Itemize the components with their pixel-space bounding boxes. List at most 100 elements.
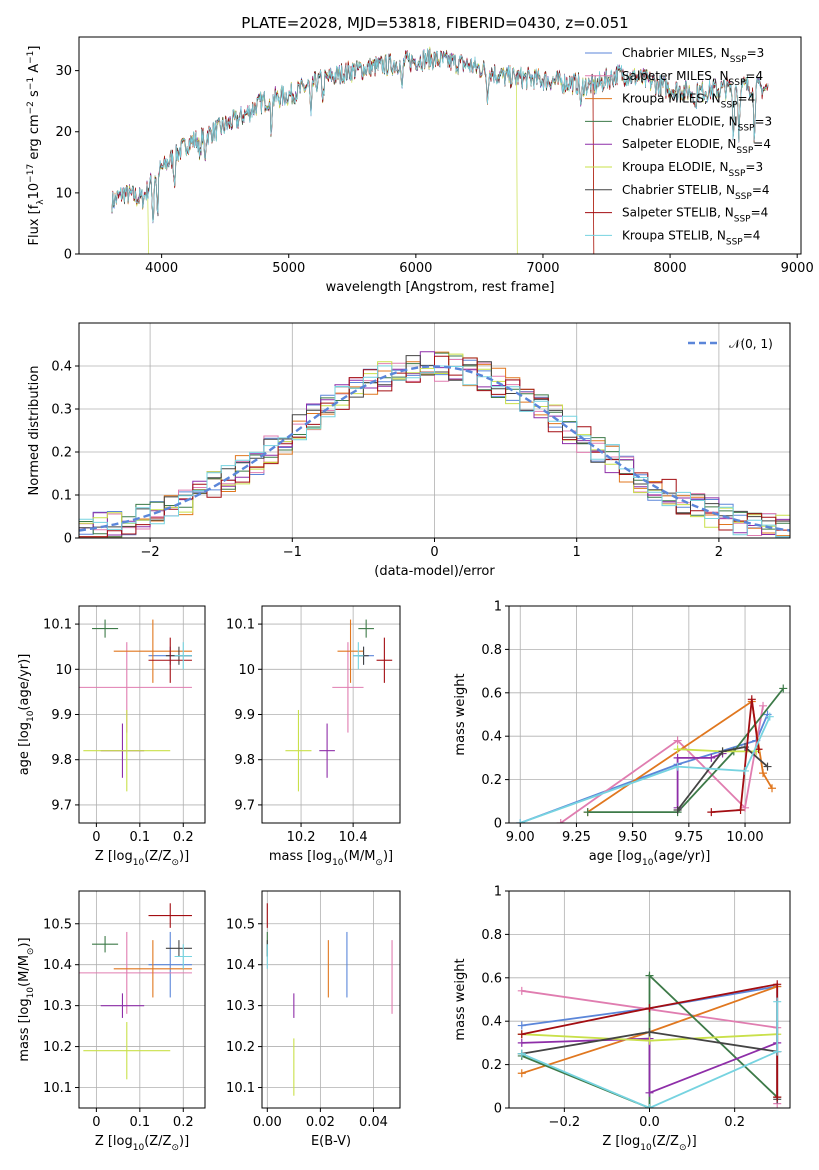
label-part: −1 [26,51,36,64]
y-tick-label: 10.2 [226,1040,255,1055]
mass_vs_ebv-frame: 0.00 0.02 0.04 10.1 10.2 10.3 10.4 10.5 E(B-V) [226,890,401,1149]
y-tick-label: 0.6 [481,686,502,701]
y-tick-label: 1 [494,885,502,900]
label-part: SSP [721,101,738,111]
y-tick-label: 10.3 [43,999,72,1014]
legend-label: Chabrier ELODIE, NSSP=3 [622,114,772,133]
weight-marker [773,997,782,1006]
x-tick-label: 0.2 [724,1115,745,1130]
weight-line [676,752,723,808]
mass_vs_Z-frame: 0 0.1 0.210.110.210.310.410.5Z [log10(Z/Z⊙… [17,890,206,1153]
x-tick-label: 10.00 [726,830,763,845]
weight-marker [673,762,682,771]
weight-marker [673,753,682,762]
legend-label: Chabrier MILES, NSSP=3 [622,46,764,65]
weight-marker [517,1049,526,1058]
label-part: Chabrier MILES, N [622,46,730,60]
y-tick-label: 10.4 [43,958,72,973]
label-part: ⊙ [171,1143,179,1153]
errorbar-salpeter-stelib [148,637,192,683]
label-part: (age/yr)] [17,654,32,711]
label-part: (M/M [344,849,376,864]
weight-marker [759,701,768,710]
y-tick-label: 9.9 [51,708,72,723]
x-tick-label: −1 [283,545,302,560]
y-tick-label: 0 [494,817,502,832]
y-tick-label: 0.8 [481,643,502,658]
label-part: )] [687,1134,697,1149]
weight-marker [645,971,654,980]
weight-marker [773,1047,782,1056]
label-part: −1 [26,77,36,90]
x-tick-label: 9.50 [618,830,647,845]
label-part: Z [log [95,1134,133,1149]
label-part: SSP [735,192,752,202]
y-tick-label: 0.3 [51,403,72,418]
y-tick-label: 30 [55,64,72,79]
x-tick-label: 2 [715,545,723,560]
x-tick-label: 10.2 [287,830,316,845]
weight-marker [517,1030,526,1039]
weight_vs_age-axes: 9.00 9.25 9.50 9.75 10.00 0 0.2 0.4 0.6 0.8 1 age [… [453,600,791,868]
mass_vs_Z-plot-area [79,903,192,1080]
label-part: =4 [751,206,769,220]
label-part: age [log [589,849,642,864]
weight-line [587,687,785,813]
errorbar-salpeter-miles [332,642,364,733]
y-tick-label: 0.2 [481,1058,502,1073]
weight-marker [516,819,525,823]
label-part: (Z/Z [652,1134,679,1149]
label-part: SSP [729,169,746,179]
label-part: SSP [734,215,751,225]
y-axis-label: Normed distribution [27,366,42,496]
y-axis-label: mass weight [453,673,468,755]
label-part: λ [36,199,46,205]
y-tick-label: 0.4 [481,730,502,745]
weight-marker [517,1038,526,1047]
weight-marker [747,695,756,704]
y-tick-label: 10.2 [43,1040,72,1055]
y-tick-label: 9.9 [234,708,255,723]
x-axis-label: E(B-V) [311,1134,351,1149]
x-axis-label: Z [log10(Z/Z⊙)] [95,849,189,868]
residual_hist-frame: −2 −1 0 1 2 0 0.1 0.2 0.3 0.4 (data-model)/error No… [27,322,791,579]
y-tick-label: 0 [494,1102,502,1117]
y-tick-label: 10.1 [226,618,255,633]
mass_vs_ebv-axes: 0.00 0.02 0.04 10.1 10.2 10.3 10.4 10.5 E(B-V) [226,890,401,1149]
legend-label: Chabrier STELIB, NSSP=4 [622,183,770,202]
weight-marker [773,1093,782,1102]
label-part: SSP [730,55,747,65]
y-tick-label: 9.8 [234,753,255,768]
weight-marker [673,736,682,745]
label-part: Kroupa ELODIE, N [622,160,729,174]
y-tick-label: 1 [494,600,502,615]
y-tick-label: 0.4 [51,360,72,375]
label-part: )] [179,849,189,864]
label-part: =4 [745,69,763,83]
weight-series-kroupa-stelib [517,997,782,1108]
spectrum-title: PLATE=2028, MJD=53818, FIBERID=0430, z=0… [241,14,628,32]
x-tick-label: 6000 [399,261,432,276]
y-axis-label: mass weight [453,958,468,1040]
legend-label: Kroupa MILES, NSSP=4 [622,92,755,111]
errorbar-chabrier-elodie [92,619,119,638]
x-tick-label: 0.2 [173,830,194,845]
errorbar-kroupa-stelib [174,642,192,670]
y-tick-label: 9.7 [51,798,72,813]
errorbar-kroupa-elodie [83,1022,171,1080]
axes-frame [78,890,206,1109]
weight-marker [773,980,782,989]
label-part: )] [17,937,32,947]
spectrum-series-kroupa-stelib [111,48,769,223]
errorbar-kroupa-elodie [285,709,312,792]
weight-series-chabrier-miles [516,710,772,823]
y-tick-label: 9.8 [51,753,72,768]
weight-marker [517,1021,526,1030]
x-tick-label: 0 [92,830,100,845]
weight-line [521,1037,778,1095]
x-tick-label: 0.1 [129,830,150,845]
spectrum-plot-area [111,46,769,254]
legend-label: 𝒩(0, 1) [729,337,773,351]
weight_vs_Z-plot-area [517,971,782,1108]
x-tick-label: −2 [141,545,160,560]
